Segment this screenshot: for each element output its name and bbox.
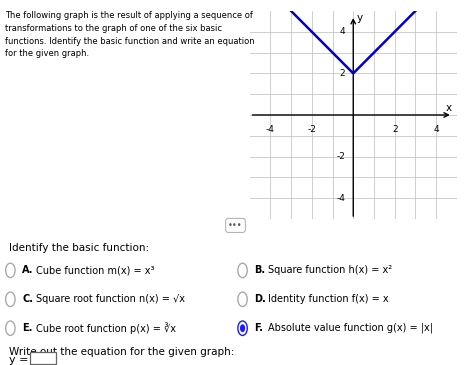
Text: 2: 2 — [392, 126, 398, 134]
Text: •••: ••• — [228, 221, 243, 230]
Text: Absolute value function g(x) = |x|: Absolute value function g(x) = |x| — [268, 323, 432, 334]
Ellipse shape — [240, 324, 245, 332]
Text: D.: D. — [254, 294, 266, 304]
Text: B.: B. — [254, 265, 266, 275]
Text: F.: F. — [254, 323, 263, 333]
Text: -4: -4 — [336, 194, 345, 203]
Text: A.: A. — [22, 265, 33, 275]
FancyBboxPatch shape — [30, 352, 56, 364]
Text: y: y — [357, 13, 363, 23]
Text: Cube root function p(x) = ∛x: Cube root function p(x) = ∛x — [36, 322, 176, 334]
Text: Write out the equation for the given graph:: Write out the equation for the given gra… — [9, 347, 235, 357]
Text: Square function h(x) = x²: Square function h(x) = x² — [268, 265, 392, 275]
Text: The following graph is the result of applying a sequence of
transformations to t: The following graph is the result of app… — [5, 11, 254, 58]
Text: -4: -4 — [266, 126, 275, 134]
Text: y =: y = — [9, 355, 29, 365]
Text: Cube function m(x) = x³: Cube function m(x) = x³ — [36, 265, 155, 275]
Text: C.: C. — [22, 294, 33, 304]
Text: -2: -2 — [336, 152, 345, 161]
Text: -2: -2 — [308, 126, 316, 134]
Text: Identity function f(x) = x: Identity function f(x) = x — [268, 294, 388, 304]
Text: Square root function n(x) = √x: Square root function n(x) = √x — [36, 294, 185, 304]
Text: Identify the basic function:: Identify the basic function: — [9, 243, 150, 253]
Text: 4: 4 — [433, 126, 439, 134]
Text: x: x — [446, 103, 452, 113]
Text: 4: 4 — [339, 27, 345, 36]
Text: E.: E. — [22, 323, 32, 333]
Text: 2: 2 — [339, 69, 345, 78]
